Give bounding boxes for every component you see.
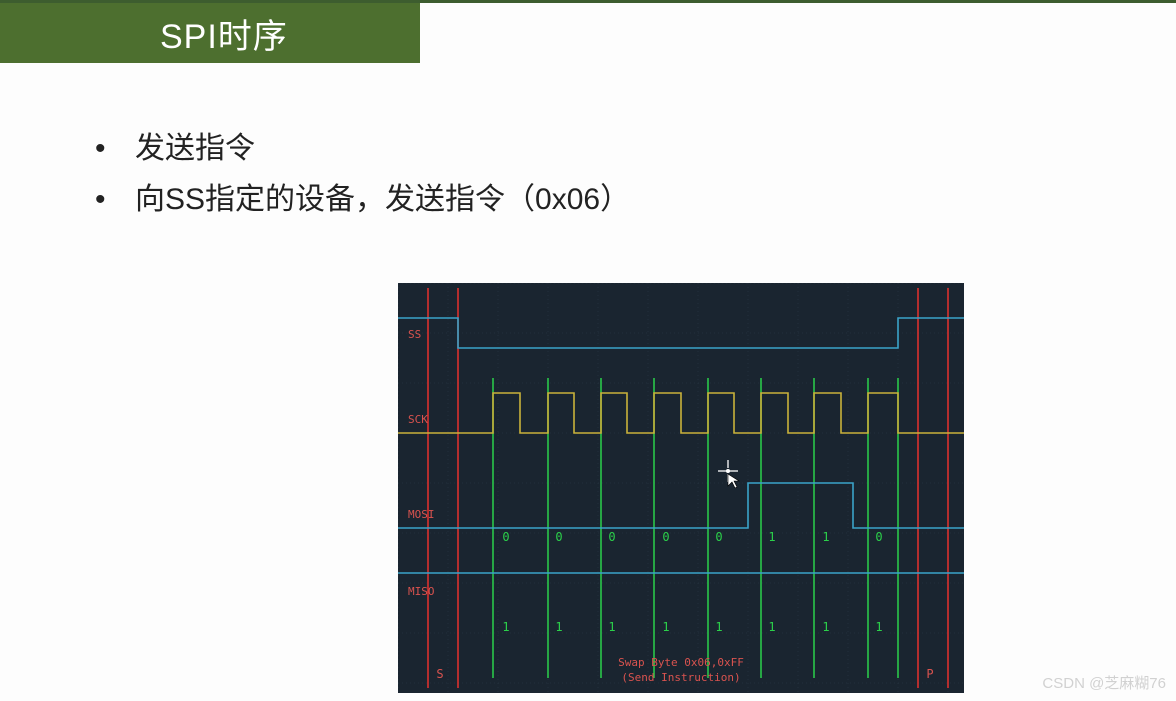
svg-text:S: S (436, 667, 443, 681)
svg-text:MISO: MISO (408, 585, 435, 598)
svg-text:1: 1 (875, 620, 882, 634)
timing-diagram-svg: SS SCK MOSI MISO 0 0 0 0 0 1 1 0 1 1 1 1 1 1 1 1 S P Swap Byte… (398, 283, 964, 693)
svg-text:1: 1 (715, 620, 722, 634)
svg-text:1: 1 (822, 530, 829, 544)
svg-text:0: 0 (715, 530, 722, 544)
svg-text:Swap Byte 0x06,0xFF: Swap Byte 0x06,0xFF (618, 656, 744, 669)
svg-text:1: 1 (502, 620, 509, 634)
svg-text:0: 0 (875, 530, 882, 544)
svg-text:1: 1 (662, 620, 669, 634)
bullet-list: 发送指令 向SS指定的设备，发送指令（0x06） (95, 123, 630, 225)
svg-text:0: 0 (502, 530, 509, 544)
svg-text:SCK: SCK (408, 413, 428, 426)
svg-text:P: P (926, 667, 933, 681)
svg-text:0: 0 (555, 530, 562, 544)
svg-text:1: 1 (768, 530, 775, 544)
svg-text:0: 0 (608, 530, 615, 544)
svg-text:(Send Instruction): (Send Instruction) (621, 671, 740, 684)
slide-title: SPI时序 (160, 9, 288, 58)
svg-text:SS: SS (408, 328, 421, 341)
svg-text:MOSI: MOSI (408, 508, 435, 521)
title-bar: SPI时序 (0, 3, 420, 63)
svg-text:1: 1 (555, 620, 562, 634)
svg-text:1: 1 (822, 620, 829, 634)
bullet-item: 向SS指定的设备，发送指令（0x06） (95, 174, 630, 225)
watermark: CSDN @芝麻糊76 (1042, 672, 1166, 693)
svg-text:1: 1 (608, 620, 615, 634)
svg-text:0: 0 (662, 530, 669, 544)
timing-diagram: SS SCK MOSI MISO 0 0 0 0 0 1 1 0 1 1 1 1 1 1 1 1 S P Swap Byte… (398, 283, 964, 693)
bullet-item: 发送指令 (95, 123, 630, 174)
svg-text:1: 1 (768, 620, 775, 634)
slide: SPI时序 发送指令 向SS指定的设备，发送指令（0x06） SS SCK MOSI… (0, 0, 1176, 701)
